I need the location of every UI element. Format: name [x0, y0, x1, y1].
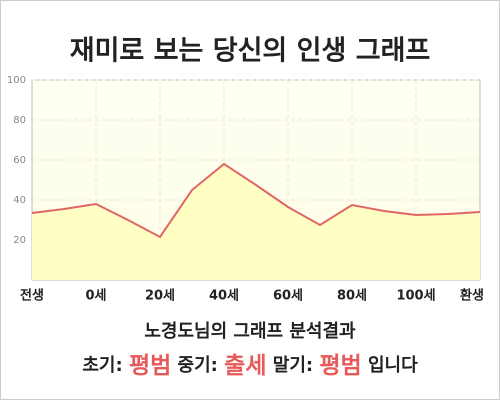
x-tick-label: 40세: [209, 289, 239, 304]
y-tick-label: 60: [13, 155, 26, 166]
x-tick-label: 100세: [396, 289, 435, 304]
result-value: 평범: [319, 353, 361, 379]
y-tick-label: 40: [13, 195, 26, 206]
area-fill: [32, 164, 480, 280]
x-tick-label: 60세: [273, 289, 303, 304]
y-tick-label: 100: [7, 75, 26, 86]
x-tick-label: 환생: [460, 288, 484, 304]
x-tick-label: 0세: [85, 289, 106, 304]
analysis-heading: 노경도님의 그래프 분석결과: [144, 321, 356, 342]
line: [31, 162, 481, 239]
result-label: 초기:: [82, 355, 122, 376]
chart-title: 재미로 보는 당신의 인생 그래프: [70, 36, 431, 67]
y-tick-label: 80: [13, 115, 26, 126]
result-value: 출세: [224, 353, 266, 379]
x-tick-label: 80세: [337, 289, 367, 304]
y-tick-label: 20: [13, 235, 26, 246]
result-suffix: 입니다: [368, 354, 418, 376]
x-tick-label: 전생: [20, 288, 44, 304]
result-label: 말기:: [273, 355, 313, 376]
result-value: 평범: [129, 353, 171, 379]
x-tick-label: 20세: [145, 289, 175, 304]
analysis-result: 초기: 평범 중기: 출세 말기: 평범 입니다: [82, 353, 418, 379]
result-label: 중기:: [178, 355, 218, 376]
